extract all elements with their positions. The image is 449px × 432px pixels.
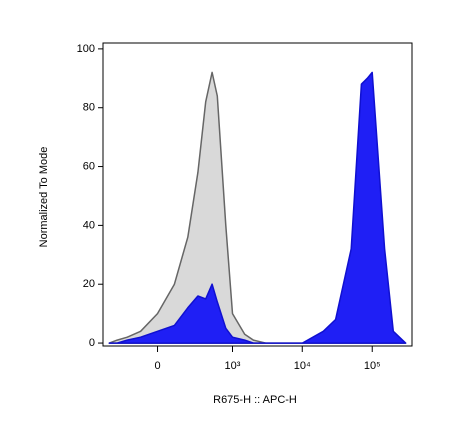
- x-tick-label: 10⁵: [364, 360, 381, 372]
- y-tick-label: 100: [77, 43, 95, 55]
- plot-frame: [102, 42, 413, 347]
- x-tick-label: 10⁴: [294, 360, 311, 372]
- x-tick-label: 0: [154, 360, 160, 372]
- x-tick-label: 10³: [225, 360, 241, 372]
- x-axis-label: R675-H :: APC-H: [213, 394, 297, 406]
- y-tick-label: 0: [89, 337, 95, 349]
- histogram-area: [108, 71, 407, 344]
- y-axis-label: Normalized To Mode: [38, 147, 50, 248]
- y-tick-label: 40: [83, 219, 95, 231]
- y-tick-label: 60: [83, 160, 95, 172]
- y-tick-label: 80: [83, 102, 95, 114]
- y-tick-label: 20: [83, 278, 95, 290]
